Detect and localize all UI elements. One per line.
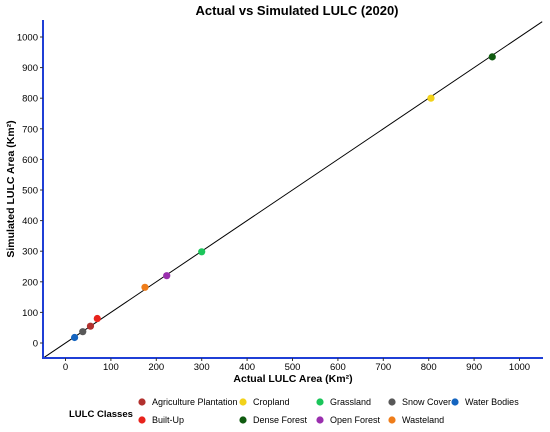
x-tick-label: 700 <box>375 362 391 373</box>
legend-label: Built-Up <box>152 415 184 425</box>
x-tick-label: 500 <box>285 362 301 373</box>
x-tick-label: 400 <box>239 362 255 373</box>
x-tick-label: 200 <box>148 362 164 373</box>
x-tick-label: 600 <box>330 362 346 373</box>
legend-item: Wasteland <box>388 415 444 425</box>
legend-item: Built-Up <box>138 415 184 425</box>
legend-swatch <box>316 398 324 406</box>
legend-item: Open Forest <box>316 415 381 425</box>
legend-item: Snow Cover <box>388 397 451 407</box>
y-tick-label: 100 <box>22 308 38 319</box>
y-tick-label: 300 <box>22 247 38 258</box>
data-point <box>488 53 496 61</box>
legend-label: Agriculture Plantation <box>152 397 238 407</box>
legend-label: Dense Forest <box>253 415 308 425</box>
legend-label: Snow Cover <box>402 397 451 407</box>
legend-label: Wasteland <box>402 415 444 425</box>
data-point <box>79 328 87 336</box>
y-axis-ticks: 0 100 200 300 400 500 600 700 800 900 1000 <box>17 33 43 350</box>
legend-label: Cropland <box>253 397 290 407</box>
legend-swatch <box>451 398 459 406</box>
y-tick-label: 200 <box>22 277 38 288</box>
y-tick-label: 700 <box>22 124 38 135</box>
x-tick-label: 900 <box>466 362 482 373</box>
y-tick-label: 400 <box>22 216 38 227</box>
data-point <box>198 248 206 256</box>
legend-item: Water Bodies <box>451 397 519 407</box>
legend-title: LULC Classes <box>69 409 133 420</box>
legend-label: Open Forest <box>330 415 381 425</box>
legend-items: Agriculture Plantation Built-Up Cropland De… <box>138 397 519 425</box>
legend-item: Grassland <box>316 397 371 407</box>
legend-swatch <box>388 416 396 424</box>
legend-swatch <box>388 398 396 406</box>
y-tick-label: 600 <box>22 155 38 166</box>
y-tick-label: 500 <box>22 186 38 197</box>
legend-swatch <box>138 398 146 406</box>
legend-swatch <box>239 398 247 406</box>
x-tick-label: 300 <box>194 362 210 373</box>
y-axis-label: Simulated LULC Area (Km²) <box>5 120 17 257</box>
data-point <box>86 322 95 330</box>
reference-line-y-equals-x <box>42 21 543 359</box>
data-point <box>163 272 171 280</box>
x-tick-label: 100 <box>103 362 119 373</box>
x-tick-label: 1000 <box>509 362 530 373</box>
x-tick-label: 800 <box>421 362 437 373</box>
legend-label: Water Bodies <box>465 397 519 407</box>
data-point <box>141 283 149 291</box>
data-point <box>93 314 101 323</box>
legend-item: Cropland <box>239 397 290 407</box>
plot-area <box>42 21 543 359</box>
data-point <box>427 94 435 102</box>
y-tick-label: 800 <box>22 94 38 105</box>
legend: LULC Classes Agriculture Plantation Built… <box>69 397 519 425</box>
x-tick-label: 0 <box>63 362 68 373</box>
y-tick-label: 900 <box>22 63 38 74</box>
data-point <box>70 333 79 342</box>
legend-label: Grassland <box>330 397 371 407</box>
x-axis-ticks: 0 100 200 300 400 500 600 700 800 900 1000 <box>63 358 530 373</box>
y-tick-label: 1000 <box>17 33 38 44</box>
chart-title: Actual vs Simulated LULC (2020) <box>196 3 399 18</box>
legend-swatch <box>316 416 324 424</box>
legend-item: Dense Forest <box>239 415 308 425</box>
legend-swatch <box>239 416 247 424</box>
x-axis-label: Actual LULC Area (Km²) <box>233 373 352 385</box>
y-tick-label: 0 <box>33 339 38 350</box>
legend-swatch <box>138 416 146 424</box>
legend-item: Agriculture Plantation <box>138 397 238 407</box>
